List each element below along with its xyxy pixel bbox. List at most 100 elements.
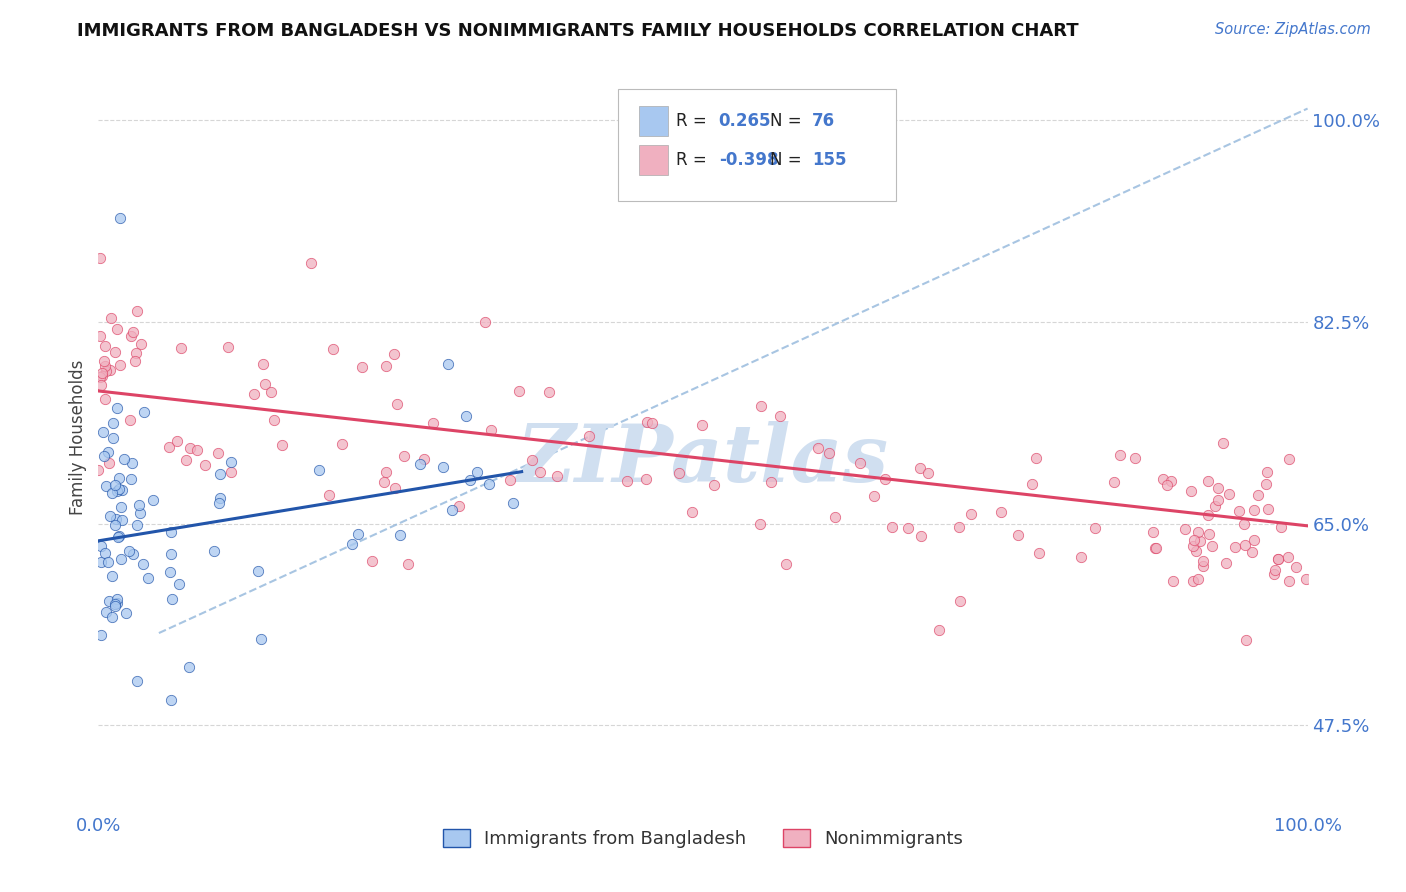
Point bbox=[1187, 525, 1209, 540]
Point bbox=[769, 409, 792, 423]
Point bbox=[157, 441, 180, 455]
Point bbox=[751, 399, 773, 413]
Point bbox=[807, 441, 830, 455]
Point bbox=[115, 606, 138, 620]
Point bbox=[1215, 556, 1237, 570]
Point bbox=[160, 547, 183, 561]
Point bbox=[546, 469, 568, 483]
Point bbox=[94, 364, 117, 378]
Point bbox=[374, 465, 396, 479]
Text: Source: ZipAtlas.com: Source: ZipAtlas.com bbox=[1215, 22, 1371, 37]
Point bbox=[104, 597, 127, 611]
Point bbox=[101, 417, 124, 431]
Point bbox=[104, 599, 127, 614]
Point bbox=[1256, 465, 1278, 479]
Point bbox=[91, 368, 114, 383]
Point bbox=[873, 472, 896, 486]
Point bbox=[1144, 541, 1167, 555]
Point bbox=[1025, 451, 1047, 466]
Point bbox=[340, 536, 363, 550]
Point bbox=[1123, 451, 1146, 466]
Point bbox=[1007, 527, 1029, 541]
Point bbox=[250, 632, 273, 646]
Point bbox=[101, 486, 124, 500]
Point bbox=[94, 392, 117, 406]
Text: R =: R = bbox=[676, 151, 713, 169]
Point bbox=[409, 457, 432, 471]
Point bbox=[1181, 539, 1204, 553]
Point bbox=[121, 548, 143, 562]
Point bbox=[1070, 549, 1092, 564]
Point bbox=[1180, 484, 1202, 499]
Point bbox=[207, 445, 229, 459]
Point bbox=[111, 483, 134, 497]
Text: R =: R = bbox=[676, 112, 713, 130]
Point bbox=[104, 478, 127, 492]
Text: -0.398: -0.398 bbox=[718, 151, 778, 169]
Point bbox=[1198, 527, 1220, 541]
Point bbox=[129, 506, 152, 520]
Point bbox=[94, 605, 117, 619]
Point bbox=[111, 513, 134, 527]
Point bbox=[1143, 541, 1166, 555]
Point bbox=[94, 359, 117, 374]
Point bbox=[97, 594, 120, 608]
Point bbox=[1285, 560, 1308, 574]
Legend: Immigrants from Bangladesh, Nonimmigrants: Immigrants from Bangladesh, Nonimmigrant… bbox=[436, 822, 970, 855]
Point bbox=[1152, 472, 1174, 486]
Y-axis label: Family Households: Family Households bbox=[69, 359, 87, 515]
Point bbox=[186, 442, 208, 457]
Point bbox=[330, 437, 353, 451]
Point bbox=[108, 471, 131, 485]
Point bbox=[1264, 563, 1286, 577]
Point bbox=[121, 456, 143, 470]
Point bbox=[382, 347, 405, 361]
Point bbox=[413, 452, 436, 467]
Point bbox=[641, 416, 664, 430]
Text: 155: 155 bbox=[811, 151, 846, 169]
Point bbox=[159, 565, 181, 579]
Point bbox=[134, 405, 156, 419]
Point bbox=[863, 489, 886, 503]
Point bbox=[949, 593, 972, 607]
Point bbox=[1102, 475, 1125, 490]
Point bbox=[122, 326, 145, 340]
Point bbox=[94, 546, 117, 560]
Point bbox=[90, 628, 112, 642]
Point bbox=[1185, 544, 1208, 558]
Point bbox=[1174, 522, 1197, 536]
Point bbox=[385, 396, 408, 410]
Point bbox=[1227, 504, 1250, 518]
Point bbox=[194, 458, 217, 472]
Point bbox=[209, 467, 232, 481]
Point bbox=[928, 624, 950, 638]
Point bbox=[97, 444, 120, 458]
Text: 0.265: 0.265 bbox=[718, 112, 772, 130]
Point bbox=[208, 491, 231, 505]
Point bbox=[108, 483, 131, 497]
Point bbox=[110, 500, 132, 514]
Point bbox=[101, 431, 124, 445]
Point bbox=[93, 353, 115, 368]
Point bbox=[219, 466, 242, 480]
Point bbox=[1208, 492, 1230, 507]
Point bbox=[120, 413, 142, 427]
Point bbox=[538, 384, 561, 399]
Point bbox=[89, 252, 111, 266]
Point bbox=[1191, 558, 1213, 573]
Point bbox=[681, 505, 703, 519]
Point bbox=[690, 418, 713, 433]
Point bbox=[917, 466, 939, 480]
FancyBboxPatch shape bbox=[619, 88, 897, 201]
Point bbox=[131, 557, 153, 571]
Point bbox=[107, 483, 129, 498]
Point bbox=[94, 339, 117, 353]
Point bbox=[1270, 520, 1292, 534]
Point bbox=[882, 520, 904, 534]
FancyBboxPatch shape bbox=[638, 145, 668, 175]
Point bbox=[252, 357, 274, 371]
Text: N =: N = bbox=[769, 112, 807, 130]
Point bbox=[1277, 549, 1299, 564]
Point bbox=[960, 507, 983, 521]
Point bbox=[124, 346, 146, 360]
